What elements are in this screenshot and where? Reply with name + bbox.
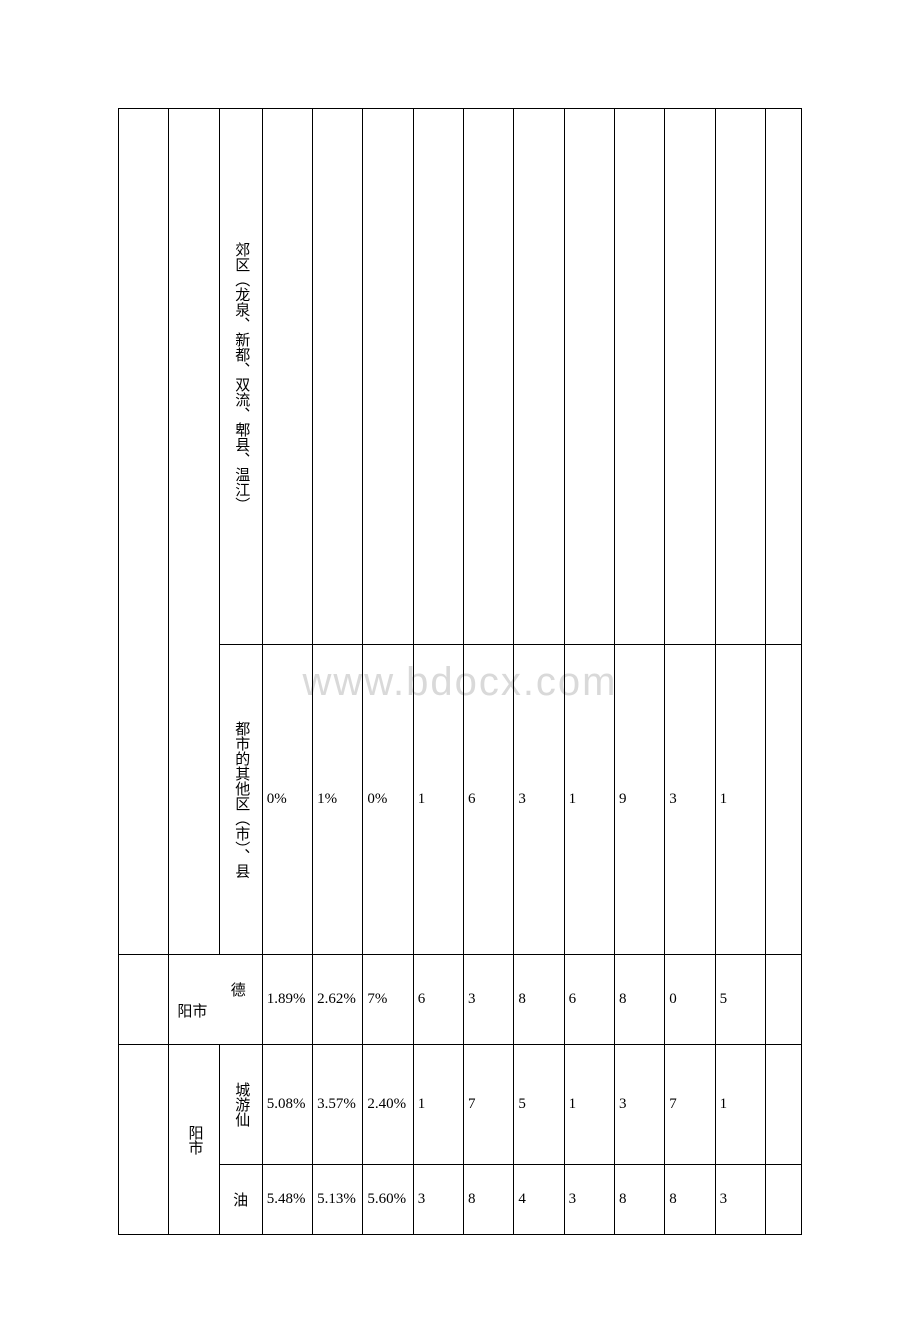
- area-label-cell: 郊区（龙泉、新都、双流、郫县、温江）: [219, 109, 262, 645]
- data-cell: 1.89%: [262, 955, 312, 1045]
- data-cell: 3: [514, 645, 564, 955]
- data-cell: 1%: [313, 645, 363, 955]
- data-cell: 3: [413, 1165, 463, 1235]
- data-cell: [614, 109, 664, 645]
- data-cell: 8: [464, 1165, 514, 1235]
- data-cell: 1: [564, 645, 614, 955]
- cell-empty: [119, 1045, 169, 1235]
- data-cell: [564, 109, 614, 645]
- data-cell: 9: [614, 645, 664, 955]
- area-label: 油: [233, 1193, 248, 1209]
- area-label-cell: 都市的其他区（市）、县: [219, 645, 262, 955]
- data-cell: [715, 109, 765, 645]
- data-cell: 8: [665, 1165, 715, 1235]
- data-cell: 6: [564, 955, 614, 1045]
- data-cell: [765, 109, 801, 645]
- data-cell: 7%: [363, 955, 413, 1045]
- table-row: 都市的其他区（市）、县 0% 1% 0% 1 6 3 1 9 3 1: [119, 645, 802, 955]
- data-cell: 2.62%: [313, 955, 363, 1045]
- data-cell: 2.40%: [363, 1045, 413, 1165]
- data-cell: [765, 1045, 801, 1165]
- data-cell: 5: [514, 1045, 564, 1165]
- city-prefix: 德: [173, 979, 257, 1000]
- data-cell: 5.13%: [313, 1165, 363, 1235]
- data-cell: 6: [413, 955, 463, 1045]
- data-cell: 8: [514, 955, 564, 1045]
- data-cell: [464, 109, 514, 645]
- data-cell: 1: [715, 1045, 765, 1165]
- area-label: 都市的其他区（市）、县: [230, 721, 251, 879]
- city-label: 阳市: [183, 1125, 204, 1155]
- data-cell: 8: [614, 1165, 664, 1235]
- data-cell: 1: [564, 1045, 614, 1165]
- data-cell: [413, 109, 463, 645]
- data-cell: 1: [413, 1045, 463, 1165]
- data-cell: [765, 645, 801, 955]
- data-cell: 3: [564, 1165, 614, 1235]
- data-cell: 0: [665, 955, 715, 1045]
- data-cell: 6: [464, 645, 514, 955]
- data-cell: [765, 1165, 801, 1235]
- data-cell: 3: [715, 1165, 765, 1235]
- data-cell: [313, 109, 363, 645]
- area-label-cell: 城游仙: [219, 1045, 262, 1165]
- data-cell: 3: [614, 1045, 664, 1165]
- area-label: 郊区（龙泉、新都、双流、郫县、温江）: [230, 242, 251, 512]
- data-cell: 0%: [363, 645, 413, 955]
- city-label-cell: 德 阳市: [169, 955, 262, 1045]
- table-row: 郊区（龙泉、新都、双流、郫县、温江）: [119, 109, 802, 645]
- cell-empty: [119, 955, 169, 1045]
- data-cell: 1: [715, 645, 765, 955]
- data-cell: [363, 109, 413, 645]
- data-cell: 4: [514, 1165, 564, 1235]
- area-label: 城游仙: [230, 1082, 251, 1127]
- city-label: 阳市: [173, 1000, 257, 1021]
- cell-empty: [119, 109, 169, 955]
- city-label-cell: 阳市: [169, 1045, 219, 1235]
- table-row: 德 阳市 1.89% 2.62% 7% 6 3 8 6 8 0 5: [119, 955, 802, 1045]
- data-cell: 5.48%: [262, 1165, 312, 1235]
- data-cell: 3: [464, 955, 514, 1045]
- data-cell: 3: [665, 645, 715, 955]
- data-cell: 3.57%: [313, 1045, 363, 1165]
- data-cell: 5.60%: [363, 1165, 413, 1235]
- data-cell: [765, 955, 801, 1045]
- data-cell: [262, 109, 312, 645]
- data-cell: 5.08%: [262, 1045, 312, 1165]
- data-cell: 0%: [262, 645, 312, 955]
- data-cell: 8: [614, 955, 664, 1045]
- table-row: 阳市 城游仙 5.08% 3.57% 2.40% 1 7 5 1 3 7 1: [119, 1045, 802, 1165]
- area-label-cell: 油: [219, 1165, 262, 1235]
- cell-empty: [169, 109, 219, 955]
- data-cell: [514, 109, 564, 645]
- data-cell: 1: [413, 645, 463, 955]
- data-cell: 7: [665, 1045, 715, 1165]
- data-cell: 5: [715, 955, 765, 1045]
- table-row: 油 5.48% 5.13% 5.60% 3 8 4 3 8 8 3: [119, 1165, 802, 1235]
- data-cell: [665, 109, 715, 645]
- data-table: 郊区（龙泉、新都、双流、郫县、温江） 都市的其他区（市: [118, 108, 802, 1235]
- data-cell: 7: [464, 1045, 514, 1165]
